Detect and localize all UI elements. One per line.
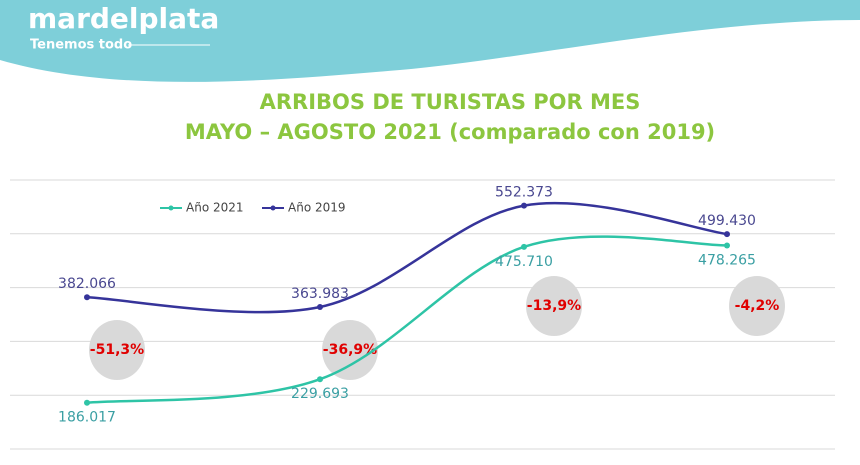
tagline: Tenemos todo (30, 38, 132, 53)
brand: mardelplata (28, 2, 219, 35)
value-label: 382.066 (58, 276, 116, 292)
legend-dot (168, 205, 174, 211)
annotation: -36,9% (323, 342, 377, 358)
legend-label: Año 2021 (186, 201, 244, 215)
point (521, 243, 527, 250)
chart-subtitle: MAYO – AGOSTO 2021 (comparado con 2019) (185, 120, 715, 144)
point (724, 231, 730, 238)
point (84, 399, 90, 406)
series-line (86, 235, 728, 404)
point (317, 303, 323, 310)
annotation-bubble (729, 276, 785, 336)
annotation-bubble (89, 320, 145, 380)
value-label: 499.430 (698, 213, 756, 229)
point (84, 294, 90, 301)
value-label: 229.693 (291, 386, 349, 402)
point (724, 242, 730, 249)
point (521, 202, 527, 209)
value-label: 475.710 (495, 254, 553, 270)
value-label: 363.983 (291, 286, 349, 302)
annotation: -51,3% (90, 342, 144, 358)
header-band (0, 0, 860, 82)
value-label: 186.017 (58, 410, 116, 426)
annotation: -13,9% (527, 298, 581, 314)
annotation-bubble (526, 276, 582, 336)
legend-label: Año 2019 (288, 201, 346, 215)
value-label: 552.373 (495, 185, 553, 201)
point (317, 376, 323, 383)
series-line (86, 201, 728, 314)
annotation-bubble (322, 320, 378, 380)
legend-dot (270, 205, 276, 211)
annotation: -4,2% (735, 298, 780, 314)
chart-title: ARRIBOS DE TURISTAS POR MES (260, 90, 641, 114)
value-label: 478.265 (698, 252, 756, 268)
